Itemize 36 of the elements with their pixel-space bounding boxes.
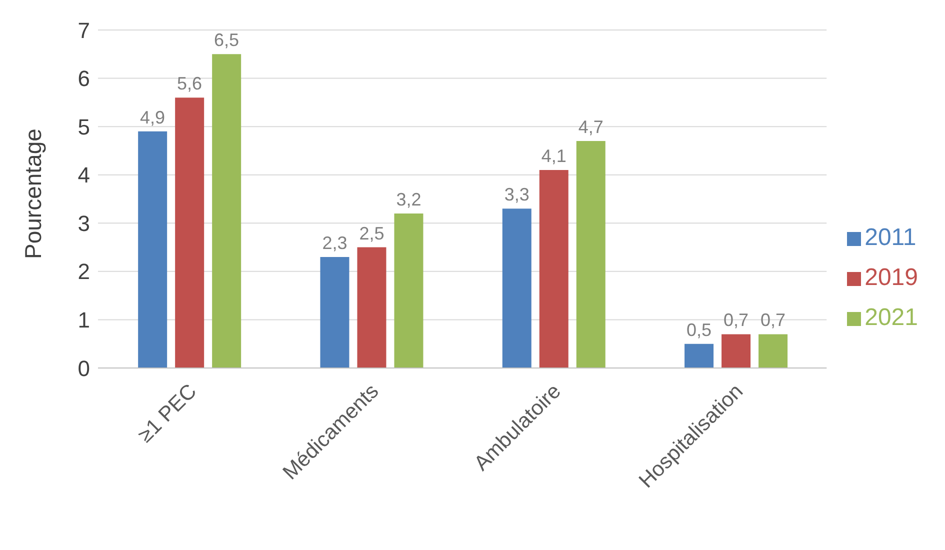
data-label: 5,6: [177, 74, 202, 94]
y-tick-label: 2: [78, 259, 90, 284]
y-tick-label: 7: [78, 18, 90, 43]
y-tick-label: 4: [78, 162, 90, 188]
y-tick-label: 6: [78, 66, 90, 92]
bar: [394, 213, 424, 368]
bar: [722, 334, 751, 368]
bar: [576, 141, 606, 368]
data-label: 0,7: [760, 310, 786, 330]
y-tick-label: 3: [78, 210, 90, 236]
legend-label: 2021: [864, 304, 918, 331]
data-label: 6,5: [214, 30, 240, 50]
bar: [357, 247, 386, 368]
data-label: 0,5: [686, 320, 712, 340]
bar: [539, 170, 568, 368]
data-label: 0,7: [724, 310, 749, 330]
legend-label: 2019: [864, 264, 918, 291]
data-label: 4,1: [541, 146, 566, 166]
data-label: 2,5: [359, 223, 384, 244]
data-label: 3,3: [504, 184, 530, 205]
data-label: 2,3: [322, 232, 348, 253]
y-tick-label: 5: [78, 114, 90, 140]
bar: [684, 344, 714, 368]
data-label: 3,2: [396, 189, 422, 210]
bar: [320, 256, 350, 368]
bar: [212, 54, 242, 368]
bar: [758, 334, 788, 368]
data-label: 4,7: [578, 117, 604, 138]
bar: [138, 131, 168, 368]
bar: [175, 98, 204, 368]
y-axis-title: Pourcentage: [20, 128, 46, 259]
y-tick-label: 0: [78, 356, 90, 381]
bar: [502, 208, 532, 368]
data-label: 4,9: [140, 107, 166, 128]
legend-label: 2011: [864, 224, 916, 251]
y-tick-label: 1: [78, 308, 90, 333]
